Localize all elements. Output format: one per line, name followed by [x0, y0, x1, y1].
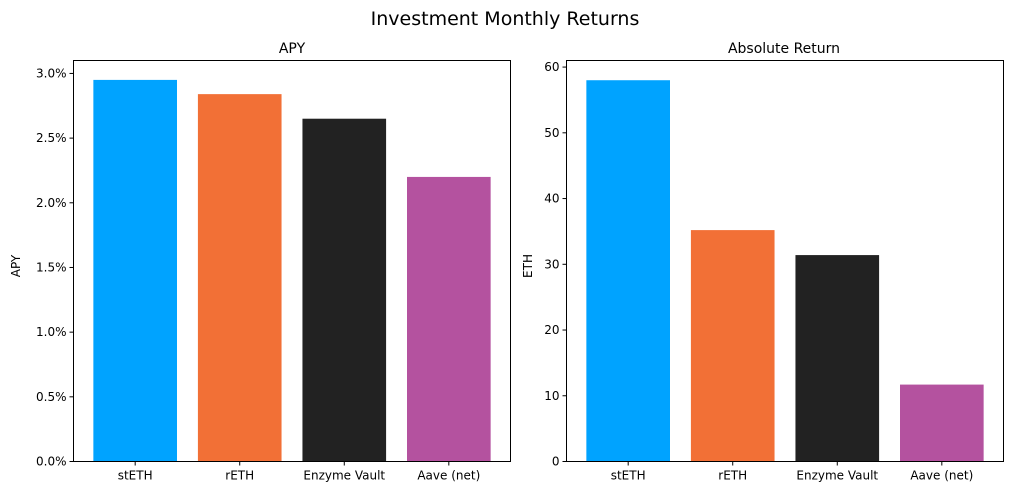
absolute-return-x-tick-label: Enzyme Vault	[796, 469, 878, 483]
apy-panel-title: APY	[279, 41, 306, 57]
apy-panel: APY APY 0.0% 0.5% 1.0% 1.5% 2.0% 2.5% 3.0% stE…	[9, 41, 511, 483]
eth-y-axis-label: ETH	[521, 254, 535, 278]
absolute-return-x-tick-label: Aave (net)	[910, 469, 973, 483]
apy-y-tick-label: 1.5%	[36, 260, 67, 274]
absolute-return-panel-title: Absolute Return	[728, 41, 840, 57]
absolute-return-y-tick-label: 40	[544, 192, 559, 206]
apy-x-tick-label: stETH	[118, 469, 153, 483]
absolute-return-bar-steth	[586, 80, 670, 462]
absolute-return-axes-frame	[566, 60, 1004, 462]
apy-x-tick-label: Enzyme Vault	[303, 469, 385, 483]
apy-y-tick-label: 0.0%	[36, 455, 67, 469]
apy-x-tick-label: rETH	[225, 469, 254, 483]
apy-y-tick-label: 2.5%	[36, 131, 67, 145]
apy-y-tick-label: 2.0%	[36, 196, 67, 210]
apy-axes-frame	[73, 60, 511, 462]
apy-y-ticks: 0.0% 0.5% 1.0% 1.5% 2.0% 2.5% 3.0%	[36, 66, 74, 469]
absolute-return-bar-enzyme-vault	[795, 255, 880, 462]
apy-bar-reth	[197, 94, 282, 462]
apy-y-tick-label: 3.0%	[36, 66, 67, 80]
apy-bar-aave-net	[407, 176, 491, 462]
absolute-return-y-ticks: 0 10 20 30 40 50 60	[544, 60, 567, 469]
absolute-return-panel: Absolute Return ETH 0 10 20 30 40 50 60 stETH r…	[521, 41, 1004, 483]
absolute-return-bar-aave-net	[900, 384, 984, 462]
absolute-return-y-tick-label: 50	[544, 126, 559, 140]
apy-y-tick-label: 0.5%	[36, 390, 67, 404]
absolute-return-bar-reth	[690, 230, 775, 462]
apy-x-ticks: stETH rETH Enzyme Vault Aave (net)	[118, 461, 480, 483]
absolute-return-y-tick-label: 30	[544, 257, 559, 271]
absolute-return-y-tick-label: 10	[544, 389, 559, 403]
apy-x-tick-label: Aave (net)	[417, 469, 480, 483]
absolute-return-x-ticks: stETH rETH Enzyme Vault Aave (net)	[611, 461, 973, 483]
apy-bar-enzyme-vault	[302, 118, 387, 462]
absolute-return-x-tick-label: stETH	[611, 469, 646, 483]
absolute-return-y-tick-label: 0	[552, 455, 560, 469]
absolute-return-bars	[586, 80, 984, 462]
absolute-return-y-tick-label: 60	[544, 60, 559, 74]
absolute-return-x-tick-label: rETH	[718, 469, 747, 483]
apy-bar-steth	[93, 79, 177, 462]
apy-y-tick-label: 1.0%	[36, 325, 67, 339]
figure-title: Investment Monthly Returns	[371, 8, 640, 30]
absolute-return-y-tick-label: 20	[544, 323, 559, 337]
apy-bars	[93, 79, 491, 462]
apy-y-axis-label: APY	[9, 254, 23, 277]
